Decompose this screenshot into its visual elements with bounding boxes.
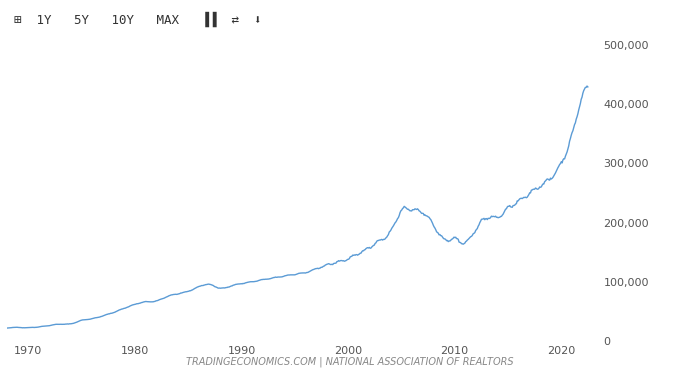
Text: ⊞  1Y   5Y   10Y   MAX   ▐▐  ⇄  ⬇: ⊞ 1Y 5Y 10Y MAX ▐▐ ⇄ ⬇ <box>14 12 262 27</box>
Text: TRADINGECONOMICS.COM | NATIONAL ASSOCIATION OF REALTORS: TRADINGECONOMICS.COM | NATIONAL ASSOCIAT… <box>186 357 514 367</box>
